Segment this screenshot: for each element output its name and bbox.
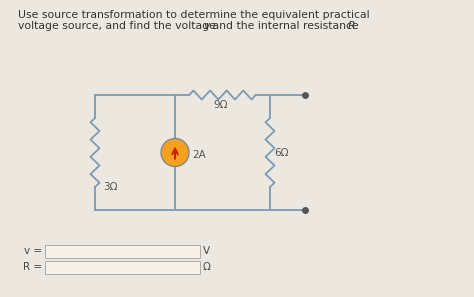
Text: and the internal resistance: and the internal resistance <box>209 21 362 31</box>
Text: V: V <box>203 247 210 257</box>
Text: R =: R = <box>23 263 42 273</box>
Text: 2A: 2A <box>192 149 206 159</box>
Bar <box>45 261 200 274</box>
Text: Use source transformation to determine the equivalent practical: Use source transformation to determine t… <box>18 10 370 20</box>
Text: v =: v = <box>24 247 42 257</box>
Text: 3Ω: 3Ω <box>103 182 118 192</box>
Text: voltage source, and find the voltage: voltage source, and find the voltage <box>18 21 219 31</box>
Bar <box>45 245 200 258</box>
Text: v: v <box>203 21 210 31</box>
Text: R: R <box>348 21 356 31</box>
Text: Ω: Ω <box>203 263 211 273</box>
Text: 9Ω: 9Ω <box>213 100 228 110</box>
Text: 6Ω: 6Ω <box>274 148 289 157</box>
Circle shape <box>161 138 189 167</box>
